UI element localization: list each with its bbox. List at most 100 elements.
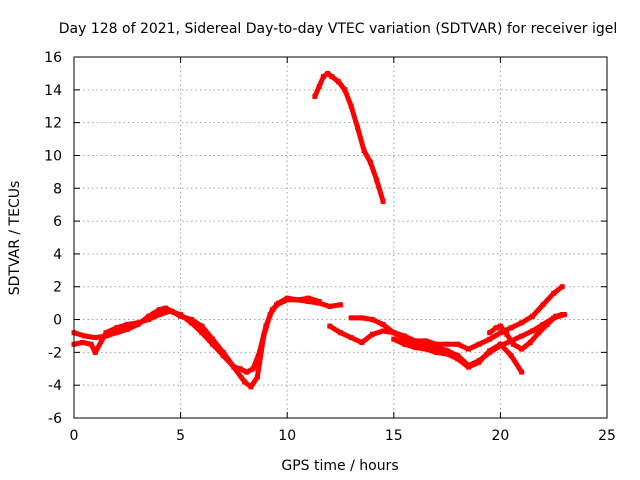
data-point xyxy=(254,374,260,380)
y-tick-label: 0 xyxy=(53,313,62,329)
data-point xyxy=(465,346,471,352)
data-point xyxy=(231,364,237,370)
data-point xyxy=(540,322,546,327)
data-point xyxy=(250,366,256,372)
data-point xyxy=(284,295,290,301)
data-point xyxy=(338,330,343,336)
data-point xyxy=(476,341,482,347)
data-point xyxy=(342,87,348,93)
data-point xyxy=(412,338,418,344)
data-point xyxy=(374,177,380,183)
data-point xyxy=(402,336,407,342)
x-tick-label: 5 xyxy=(176,428,185,444)
plot-frame xyxy=(73,56,608,419)
y-tick-label: 4 xyxy=(53,247,62,263)
x-tick-label: 15 xyxy=(385,428,403,444)
data-point xyxy=(359,340,365,345)
data-point xyxy=(544,322,550,327)
x-tick-label: 0 xyxy=(70,428,79,444)
data-point xyxy=(163,305,169,311)
data-point xyxy=(178,312,184,318)
data-point xyxy=(124,326,130,332)
data-point xyxy=(199,330,205,336)
data-point xyxy=(519,369,525,375)
data-point xyxy=(156,312,162,318)
data-point xyxy=(348,315,354,321)
series-upper-arc xyxy=(312,70,386,204)
y-tick-label: -6 xyxy=(48,411,62,427)
data-point xyxy=(444,351,450,357)
data-point xyxy=(423,343,429,349)
data-point xyxy=(114,330,120,336)
data-point xyxy=(487,330,493,336)
data-point xyxy=(487,348,493,354)
data-point xyxy=(380,322,386,327)
data-point xyxy=(167,308,173,314)
data-point xyxy=(391,336,397,342)
data-point xyxy=(257,349,262,355)
data-point xyxy=(536,330,542,336)
data-point xyxy=(329,74,335,80)
data-point xyxy=(553,313,559,319)
data-point xyxy=(359,315,365,321)
data-point xyxy=(316,84,322,89)
data-point xyxy=(493,325,499,331)
x-tick-label: 10 xyxy=(278,428,296,444)
data-point xyxy=(455,341,461,347)
series-arc-a xyxy=(71,297,343,390)
data-point xyxy=(504,331,510,337)
data-point xyxy=(338,302,343,308)
data-point xyxy=(124,322,130,327)
data-point xyxy=(237,366,243,372)
data-point xyxy=(433,344,439,350)
data-point xyxy=(335,79,341,85)
y-axis-label: SDTVAR / TECUs xyxy=(7,181,23,296)
y-tick-label: 16 xyxy=(44,50,62,66)
data-point xyxy=(146,317,152,322)
data-point xyxy=(487,336,493,342)
data-point xyxy=(135,320,141,326)
x-tick-label: 25 xyxy=(598,428,616,444)
data-point xyxy=(370,317,375,322)
data-point xyxy=(540,302,546,308)
data-point xyxy=(380,198,386,204)
data-point xyxy=(269,307,275,313)
x-axis-label: GPS time / hours xyxy=(281,458,398,474)
y-tick-label: 10 xyxy=(44,148,62,164)
data-point xyxy=(551,290,557,296)
data-point xyxy=(508,325,514,331)
data-point xyxy=(508,353,514,359)
data-point xyxy=(519,346,525,352)
data-point xyxy=(306,299,311,304)
x-tick-label: 20 xyxy=(491,428,509,444)
data-point xyxy=(88,341,94,347)
y-tick-label: -2 xyxy=(48,345,62,361)
data-point xyxy=(244,369,250,375)
data-point xyxy=(312,93,318,99)
data-point xyxy=(433,341,439,347)
data-point xyxy=(92,349,98,355)
data-point xyxy=(348,335,354,341)
data-point xyxy=(188,320,194,326)
data-point xyxy=(510,341,516,347)
data-point xyxy=(325,70,331,76)
data-point xyxy=(103,330,109,336)
data-point xyxy=(242,379,248,385)
data-point xyxy=(316,299,322,304)
data-point xyxy=(320,74,326,80)
data-point xyxy=(361,148,367,153)
data-point xyxy=(367,159,373,165)
data-point xyxy=(220,353,226,359)
data-point xyxy=(519,333,525,339)
y-tick-label: 2 xyxy=(53,280,62,296)
data-point xyxy=(92,335,98,341)
series-arc-b xyxy=(71,295,322,375)
data-point xyxy=(412,344,418,350)
data-point xyxy=(423,346,429,352)
chart-title: Day 128 of 2021, Sidereal Day-to-day VTE… xyxy=(59,21,618,37)
data-point xyxy=(370,331,375,337)
data-point xyxy=(327,323,333,329)
data-point xyxy=(355,125,361,131)
y-tick-label: 14 xyxy=(44,83,62,99)
